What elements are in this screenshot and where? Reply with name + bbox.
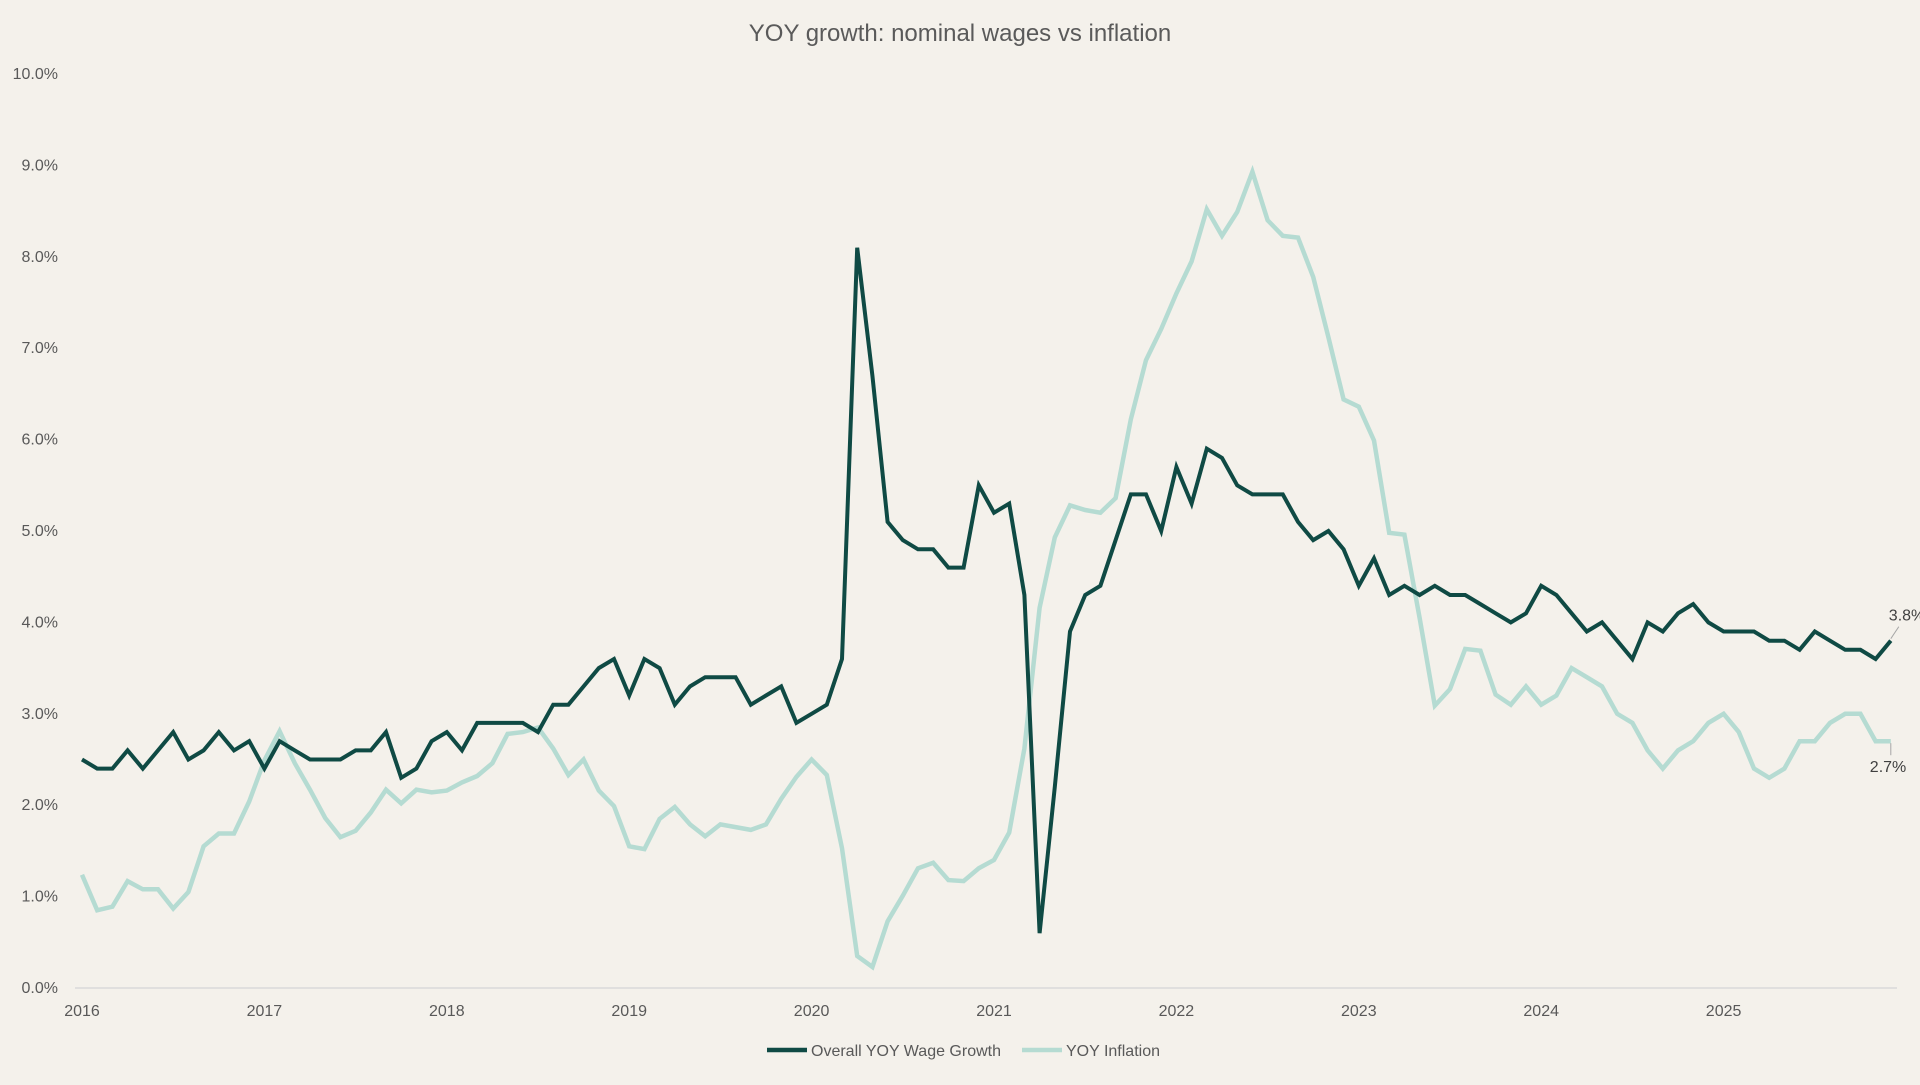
y-tick-label: 2.0% <box>22 797 58 814</box>
x-tick-label: 2025 <box>1706 1003 1742 1020</box>
x-tick-label: 2017 <box>247 1003 283 1020</box>
inflation-end-label: 2.7% <box>1870 759 1906 776</box>
x-tick-label: 2019 <box>611 1003 647 1020</box>
x-tick-label: 2023 <box>1341 1003 1377 1020</box>
legend-wage-label: Overall YOY Wage Growth <box>811 1043 1001 1060</box>
y-tick-label: 3.0% <box>22 706 58 723</box>
y-tick-label: 10.0% <box>13 66 58 83</box>
x-tick-label: 2024 <box>1523 1003 1559 1020</box>
wage-end-leader <box>1890 626 1900 639</box>
wage-growth-line <box>80 247 1893 934</box>
series-lines <box>79 164 1893 971</box>
y-tick-label: 0.0% <box>22 980 58 997</box>
x-axis-ticks: 2016 2017 2018 2019 2020 2021 2022 2023 2024 2025 <box>64 1003 1741 1020</box>
wage-end-label: 3.8% <box>1889 608 1920 625</box>
x-tick-label: 2020 <box>794 1003 830 1020</box>
y-tick-label: 4.0% <box>22 614 58 631</box>
legend-wage: Overall YOY Wage Growth <box>767 1043 1001 1060</box>
x-tick-label: 2022 <box>1159 1003 1195 1020</box>
inflation-line <box>79 164 1891 971</box>
y-tick-label: 8.0% <box>22 249 58 266</box>
end-labels: 3.8% 2.7% <box>1870 608 1920 777</box>
y-tick-label: 7.0% <box>22 340 58 357</box>
legend-inflation: YOY Inflation <box>1022 1043 1160 1060</box>
x-tick-label: 2021 <box>976 1003 1012 1020</box>
legend: Overall YOY Wage Growth YOY Inflation <box>767 1043 1160 1060</box>
y-axis-ticks: 0.0% 1.0% 2.0% 3.0% 4.0% 5.0% 6.0% 7.0% 8.0% 9.0%… <box>13 66 58 997</box>
y-tick-label: 6.0% <box>22 432 58 449</box>
chart-title: YOY growth: nominal wages vs inflation <box>749 20 1171 47</box>
x-tick-label: 2018 <box>429 1003 465 1020</box>
y-tick-label: 1.0% <box>22 889 58 906</box>
x-tick-label: 2016 <box>64 1003 100 1020</box>
y-tick-label: 5.0% <box>22 523 58 540</box>
y-tick-label: 9.0% <box>22 157 58 174</box>
legend-inflation-label: YOY Inflation <box>1066 1043 1160 1060</box>
